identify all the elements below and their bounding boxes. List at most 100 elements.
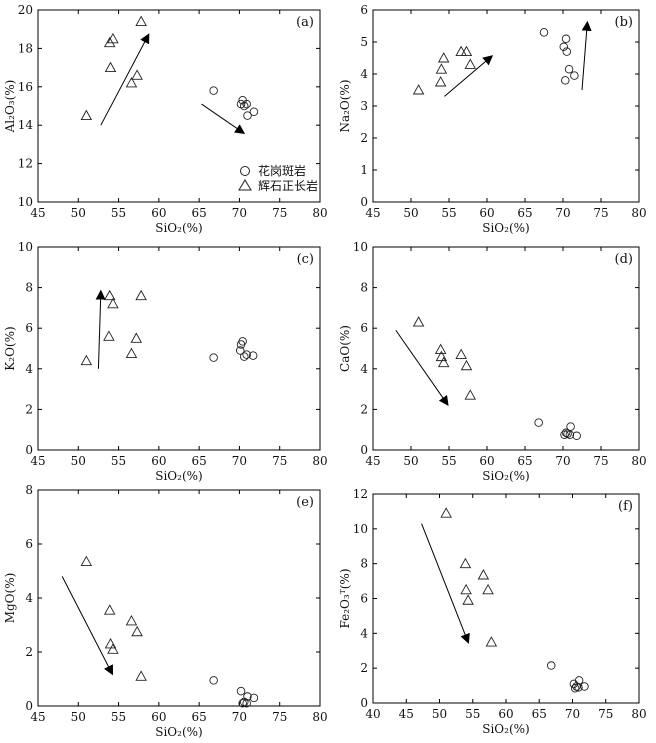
x-tick-label: 55 xyxy=(465,707,480,721)
y-tick-label: 6 xyxy=(360,321,368,335)
syenite-point xyxy=(464,58,477,69)
syenite-point xyxy=(435,63,448,74)
plot-frame xyxy=(37,489,321,707)
granite-point xyxy=(570,71,579,80)
trend-arrow xyxy=(201,103,246,135)
panel-6: 40 45 50 55 60 65 70 75 80 0 2 4 6 8 10 12 SiO₂(%) Fe₂O₃ᵀ… xyxy=(338,487,647,736)
legend-syenite-label: 辉石正长岩 xyxy=(258,178,318,193)
x-tick-label: 50 xyxy=(403,206,418,220)
granite-point xyxy=(236,686,246,696)
syenite-point xyxy=(80,109,93,121)
x-tick-label: 80 xyxy=(312,710,327,724)
x-tick-label: 65 xyxy=(517,454,532,468)
y-tick-label: 5 xyxy=(360,35,368,49)
granite-point xyxy=(580,682,589,691)
granite-point xyxy=(539,28,549,37)
y-tick-label: 3 xyxy=(360,99,368,113)
granite-point xyxy=(238,699,247,708)
panel-label: (e) xyxy=(296,495,314,510)
plot-frame xyxy=(37,246,321,451)
x-tick-label: 50 xyxy=(71,710,86,724)
granite-point xyxy=(242,699,251,708)
trend-arrow xyxy=(421,523,470,644)
x-tick-label: 50 xyxy=(71,454,86,468)
panel-label: (f) xyxy=(618,499,633,514)
syenite-point xyxy=(464,389,477,400)
granite-point xyxy=(534,418,543,427)
panel-5: 45 50 55 60 65 70 75 80 0 2 4 6 8 SiO₂(%) MgO(%) (e) xyxy=(3,483,328,739)
syenite-point xyxy=(459,557,472,569)
granite-point xyxy=(249,693,259,703)
syenite-point xyxy=(103,36,116,48)
x-tick-label: 40 xyxy=(365,707,380,721)
x-axis-title: SiO₂(%) xyxy=(482,469,529,483)
x-tick-label: 65 xyxy=(192,710,207,724)
x-tick-label: 70 xyxy=(232,710,247,724)
y-tick-label: 4 xyxy=(25,362,33,376)
trend-arrow xyxy=(444,55,494,97)
granite-point xyxy=(562,47,572,56)
panel-3: 45 50 55 60 65 70 75 80 0 2 4 6 8 10 SiO₂(%) K₂O(%) (c) xyxy=(3,240,328,483)
y-axis-title: Na₂O(%) xyxy=(338,79,352,132)
y-tick-label: 0 xyxy=(25,699,33,713)
x-tick-label: 55 xyxy=(441,454,456,468)
syenite-point xyxy=(103,330,115,341)
granite-point xyxy=(546,661,556,670)
plot-frame xyxy=(372,493,640,704)
syenite-point xyxy=(437,356,450,368)
y-axis-title: Al₂O₃(%) xyxy=(3,80,17,134)
x-tick-label: 70 xyxy=(555,206,570,220)
syenite-point xyxy=(131,69,143,80)
x-axis-title: SiO₂(%) xyxy=(155,725,202,739)
x-tick-label: 45 xyxy=(365,454,380,468)
syenite-point xyxy=(462,594,474,605)
y-tick-label: 6 xyxy=(360,592,368,606)
y-tick-label: 0 xyxy=(360,443,368,457)
x-tick-label: 80 xyxy=(312,206,327,220)
x-axis-title: SiO₂(%) xyxy=(155,221,202,235)
syenite-point xyxy=(485,636,498,647)
trend-arrow xyxy=(95,289,106,369)
x-tick-label: 45 xyxy=(30,710,45,724)
x-tick-label: 75 xyxy=(593,454,608,468)
y-tick-label: 2 xyxy=(25,402,33,416)
y-tick-label: 10 xyxy=(353,522,368,536)
x-tick-label: 55 xyxy=(111,710,126,724)
panel-4: 45 50 55 60 65 70 75 80 0 2 4 6 8 10 SiO₂(%) CaO(%) (d) xyxy=(338,240,647,483)
syenite-point xyxy=(455,348,467,360)
x-tick-label: 45 xyxy=(365,206,380,220)
x-tick-label: 75 xyxy=(598,707,613,721)
x-axis-title: SiO₂(%) xyxy=(482,722,529,736)
panel-label: (a) xyxy=(296,15,314,30)
y-tick-label: 4 xyxy=(360,67,368,81)
x-tick-label: 80 xyxy=(631,707,646,721)
syenite-point xyxy=(482,583,494,595)
granite-point xyxy=(574,683,583,692)
syenite-point xyxy=(107,32,119,44)
granite-point xyxy=(564,64,574,74)
granite-point xyxy=(240,101,249,111)
panel-label: (c) xyxy=(297,252,314,267)
x-tick-label: 55 xyxy=(111,206,126,220)
y-tick-label: 6 xyxy=(360,3,368,17)
granite-point xyxy=(248,351,258,360)
legend-syenite-marker xyxy=(238,179,252,191)
x-tick-label: 70 xyxy=(555,454,570,468)
y-tick-label: 2 xyxy=(360,661,368,675)
x-tick-label: 45 xyxy=(399,707,414,721)
syenite-point xyxy=(477,569,490,580)
x-tick-label: 80 xyxy=(631,206,646,220)
y-tick-label: 0 xyxy=(25,443,33,457)
y-tick-label: 18 xyxy=(18,41,33,55)
granite-point xyxy=(243,111,252,120)
y-tick-label: 16 xyxy=(18,80,33,94)
y-tick-label: 10 xyxy=(18,240,33,254)
syenite-point xyxy=(103,289,116,301)
x-tick-label: 70 xyxy=(232,206,247,220)
syenite-point xyxy=(125,77,138,88)
syenite-point xyxy=(131,625,143,637)
granite-point xyxy=(238,337,247,346)
syenite-point xyxy=(135,289,147,301)
syenite-point xyxy=(434,76,447,87)
x-tick-label: 65 xyxy=(517,206,532,220)
